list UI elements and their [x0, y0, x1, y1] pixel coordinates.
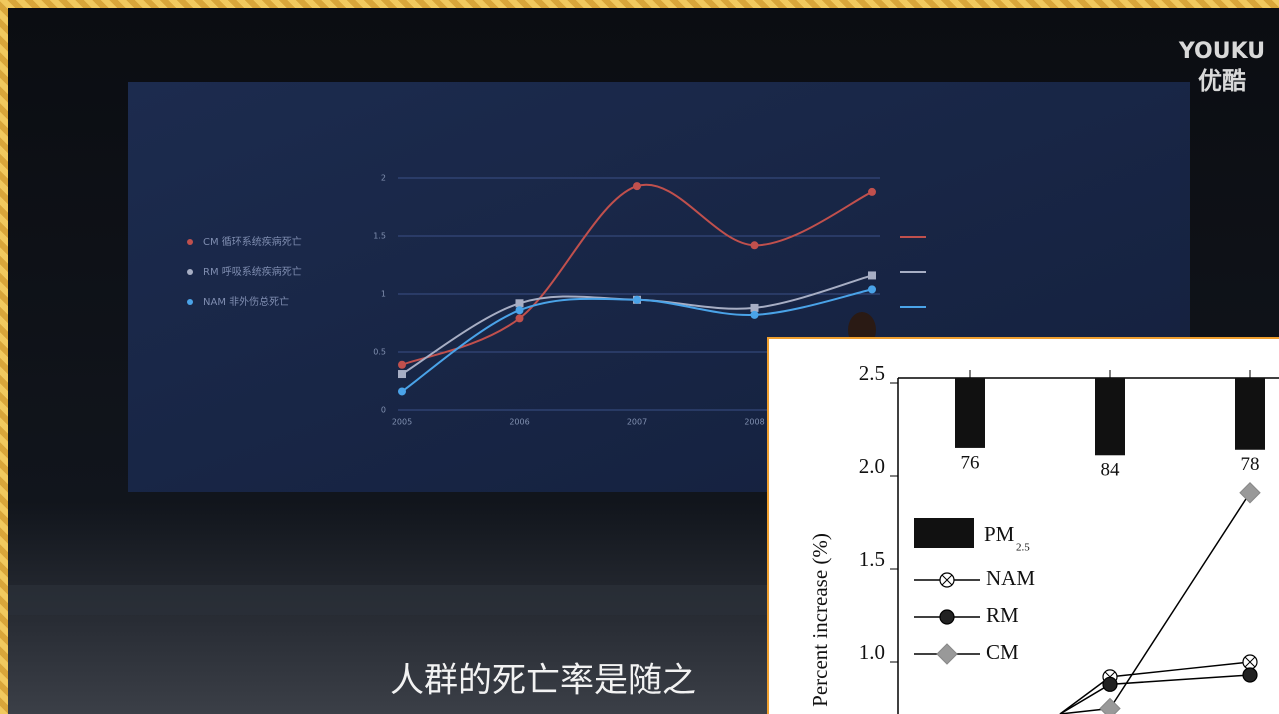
x-tick-label: 2007: [627, 418, 647, 427]
legend-marker: [936, 643, 958, 665]
legend-swatch: [914, 518, 974, 548]
legend-swatch: [187, 239, 193, 245]
data-point: [868, 187, 876, 196]
data-point: [398, 360, 406, 369]
video-frame: YOUKU 优酷 人群的死亡率是随之 0 0.5 1 1.5 2 2005 2006 2007…: [8, 8, 1279, 714]
watermark-brand-cn: 优酷: [1198, 67, 1246, 95]
series-line-stub: [1059, 676, 1111, 714]
legend-label: PM: [984, 522, 1015, 546]
legend-label: NAM 非外伤总死亡: [203, 295, 289, 308]
subtitle: 人群的死亡率是随之: [390, 661, 696, 701]
y-tick-label: 1.5: [859, 547, 885, 571]
y-tick-label: 0: [381, 406, 386, 415]
series-line-stub: [1059, 683, 1111, 714]
legend-label: CM 循环系统疾病死亡: [203, 235, 302, 248]
legend-swatch: [187, 269, 193, 275]
bar-label: 76: [961, 452, 980, 473]
y-tick-label: 1.5: [373, 232, 386, 241]
legend-label: NAM: [986, 566, 1035, 590]
bar-label: 84: [1101, 460, 1121, 481]
data-point: [750, 303, 759, 312]
bar: [955, 378, 985, 448]
bar: [1095, 378, 1125, 456]
legend-label: RM 呼吸系统疾病死亡: [203, 265, 302, 278]
data-point: [1102, 676, 1118, 692]
x-tick-label: 2005: [392, 418, 412, 427]
data-point: [515, 306, 524, 315]
y-axis-label: Percent increase (%): [808, 533, 832, 707]
legend-label: CM: [986, 640, 1019, 664]
series-line: [1109, 674, 1251, 686]
legend-label: RM: [986, 603, 1019, 627]
y-tick-label: 2.5: [859, 361, 885, 385]
series-line: [1109, 492, 1251, 709]
data-point: [398, 387, 406, 396]
data-point: [1099, 697, 1121, 714]
data-point: [515, 299, 524, 308]
y-tick-label: 2: [381, 174, 386, 183]
legend-swatch: [187, 299, 193, 305]
data-point: [1242, 667, 1258, 683]
legend-label-sub: 2.5: [1016, 542, 1030, 554]
inset-panel: [767, 337, 1279, 714]
video-canvas: YOUKU 优酷 人群的死亡率是随之 0 0.5 1 1.5 2 2005 2006 2007…: [8, 39, 1279, 714]
watermark-brand: YOUKU: [1178, 39, 1265, 64]
data-point: [750, 241, 759, 250]
bar-label: 78: [1241, 454, 1260, 475]
y-tick-label: 0.5: [373, 348, 386, 357]
data-point: [1239, 482, 1261, 504]
y-tick-label: 2.0: [859, 454, 885, 478]
y-tick-label: 1: [381, 290, 386, 299]
data-point: [515, 314, 524, 323]
y-tick-label: 1.0: [859, 640, 885, 664]
legend-marker: [939, 609, 955, 625]
x-tick-label: 2006: [509, 418, 529, 427]
data-point: [633, 295, 641, 304]
data-point: [868, 285, 876, 294]
marker-cross: [1244, 656, 1256, 668]
data-point: [750, 310, 759, 319]
data-point: [633, 182, 641, 191]
inset-chart: 2.5 2.0 1.5 1.0 Percent increase (%) 76 84 78 PM…: [767, 337, 1279, 714]
bar: [1235, 378, 1265, 450]
x-tick-label: 2008: [744, 418, 764, 427]
series-line: [1109, 661, 1251, 678]
data-point: [868, 271, 876, 280]
data-point: [398, 370, 406, 379]
marker-cross: [941, 574, 953, 586]
